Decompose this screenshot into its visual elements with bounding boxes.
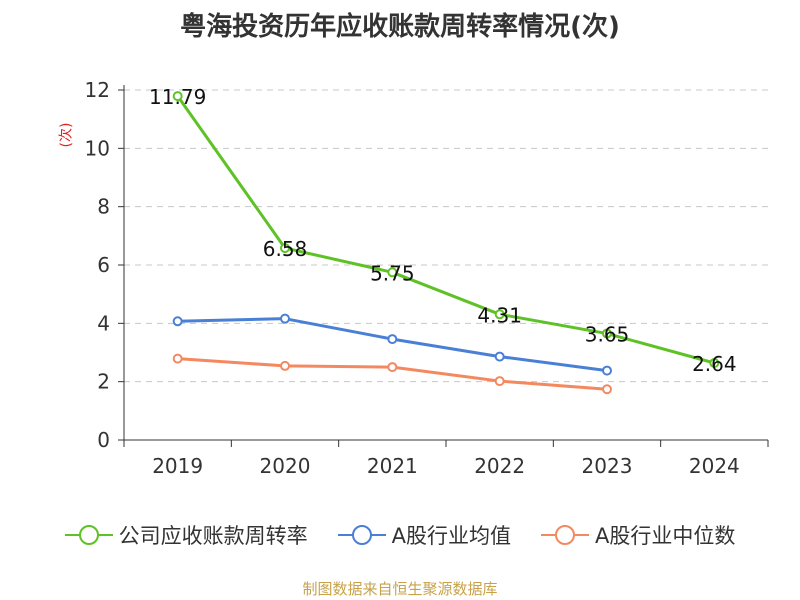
axis-layer: 0 2 4 6 8 10 12 2019 2020 2021 2022 2023 2024 (85, 78, 769, 478)
series-layer (172, 91, 720, 395)
y-tick-label: 2 (97, 370, 110, 394)
data-point-1 (280, 313, 290, 324)
legend-label-company: 公司应收账款周转率 (118, 524, 308, 548)
data-label: 11.79 (149, 85, 206, 109)
source-footer: 制图数据来自恒生聚源数据库 (302, 580, 498, 598)
data-label: 5.75 (370, 261, 415, 285)
data-point-2 (494, 376, 505, 387)
data-label: 2.64 (692, 352, 737, 376)
data-point-0 (602, 328, 612, 339)
data-label: 4.31 (477, 303, 522, 327)
data-label: 3.65 (585, 323, 630, 347)
data-point-1 (494, 351, 505, 362)
data-point-1 (602, 365, 612, 376)
legend-item-industry-mean[interactable]: A股行业均值 (337, 520, 511, 550)
data-point-2 (387, 362, 398, 373)
x-tick-label: 2019 (152, 454, 203, 478)
y-tick-label: 12 (85, 78, 110, 102)
chart-title: 粤海投资历年应收账款周转率情况(次) (180, 12, 620, 42)
data-point-0 (172, 91, 183, 102)
x-tick-label: 2024 (689, 454, 740, 478)
y-tick-label: 8 (97, 195, 110, 219)
x-tick-label: 2022 (474, 454, 525, 478)
legend-swatch-industry-mean (337, 525, 386, 545)
legend-item-company[interactable]: 公司应收账款周转率 (64, 520, 308, 550)
data-point-2 (280, 360, 290, 371)
legend-item-industry-median[interactable]: A股行业中位数 (541, 520, 735, 550)
legend-label-industry-mean: A股行业均值 (391, 524, 511, 548)
y-tick-label: 6 (97, 253, 110, 277)
series-line-0 (176, 95, 715, 365)
data-point-0 (494, 309, 505, 320)
data-point-0 (387, 267, 398, 278)
data-point-2 (172, 353, 183, 364)
x-tick-label: 2020 (260, 454, 311, 478)
label-layer: 11.79 6.58 5.75 4.31 3.65 2.64 (149, 85, 737, 376)
data-point-1 (172, 316, 183, 327)
data-label: 6.58 (263, 237, 308, 261)
legend-swatch-industry-median (541, 525, 589, 545)
data-point-0 (280, 243, 290, 254)
y-tick-label: 10 (85, 136, 110, 160)
data-point-1 (387, 334, 398, 345)
data-point-0 (709, 358, 720, 368)
y-tick-label: 0 (97, 428, 110, 452)
grid-layer (124, 89, 768, 383)
x-tick-label: 2021 (367, 454, 418, 478)
legend-label-industry-median: A股行业中位数 (595, 524, 736, 548)
legend-swatch-company (64, 525, 113, 545)
legend: 公司应收账款周转率 A股行业均值 A股行业中位数 (0, 520, 800, 550)
data-point-2 (602, 384, 612, 395)
x-tick-label: 2023 (582, 454, 633, 478)
y-tick-label: 4 (97, 311, 110, 335)
